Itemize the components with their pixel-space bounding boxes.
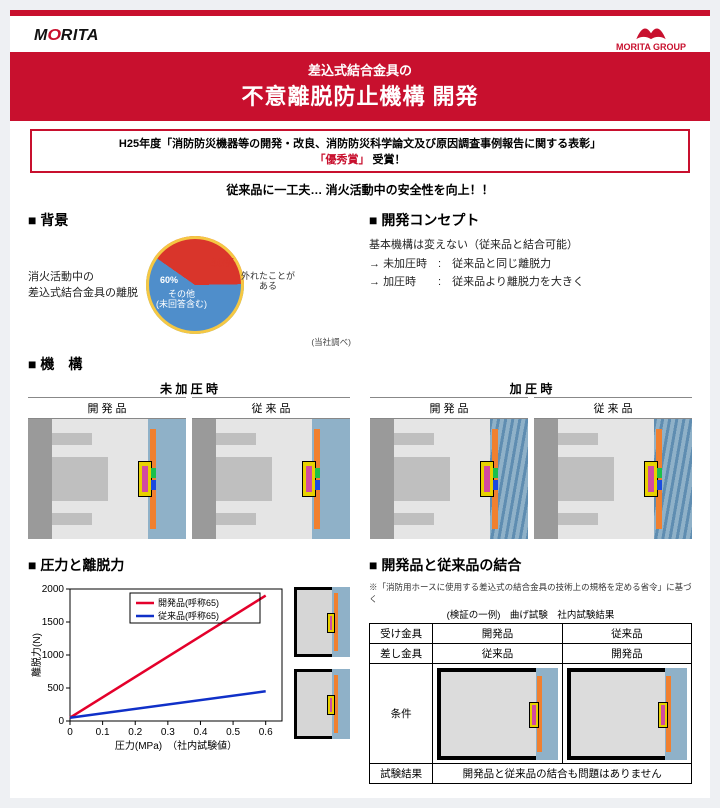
th-insert: 差し金具 xyxy=(370,644,433,664)
lead-text: 従来品に一工夫… 消火活動中の安全性を向上！！ xyxy=(10,181,710,198)
table-row: 条件 xyxy=(370,664,692,764)
pie-note: (当社調べ) xyxy=(28,336,351,348)
td-result: 開発品と従来品の結合も問題はありません xyxy=(433,764,692,784)
coupling-figure xyxy=(192,419,350,539)
svg-text:0.3: 0.3 xyxy=(161,727,175,738)
pie-slice-blue-pct: 60% xyxy=(160,276,178,286)
award-line1: H25年度「消防防災機器等の開発・改良、消防防災科学論文及び原因調査事例報告に関… xyxy=(119,138,601,150)
table-row: 差し金具 従来品 開発品 xyxy=(370,644,692,664)
logo-row: MORITA MORITA GROUP xyxy=(10,16,710,52)
comb-sub: (検証の一例) 曲げ試験 社内試験結果 xyxy=(369,607,692,621)
section-background: 背景 xyxy=(28,210,351,230)
section-force: 圧力と離脱力 xyxy=(28,555,351,575)
svg-text:0.6: 0.6 xyxy=(259,727,273,738)
combination-table: 受け金具 開発品 従来品 差し金具 従来品 開発品 条件 xyxy=(369,623,692,784)
coupling-figure xyxy=(28,419,186,539)
svg-text:従来品(呼称65): 従来品(呼称65) xyxy=(158,610,219,621)
morita-logo: MORITA xyxy=(34,27,99,45)
svg-text:0.4: 0.4 xyxy=(194,727,208,738)
svg-text:500: 500 xyxy=(47,683,64,694)
mech-head-unp: 未 加 圧 時 xyxy=(28,380,350,397)
pie-slice-red-pct: 40% xyxy=(210,256,236,270)
mech-unp-conv: 従 来 品 xyxy=(192,397,350,539)
chart-area: 0 500 1000 1500 2000 0 0.1 0.2 0.3 0.4 0.5 0.6 開発品(呼… xyxy=(28,581,351,751)
pie-slice-blue-sub: その他 (未回答含む) xyxy=(156,290,207,310)
th-dev: 開発品 xyxy=(433,624,562,644)
row-bg-concept: 背景 消火活動中の 差込式結合金具の離脱 40% 外れたことがある 60% その… xyxy=(28,204,692,348)
pie-chart: 40% 外れたことがある 60% その他 (未回答含む) xyxy=(146,236,244,334)
comb-note: ※「消防用ホースに使用する差込式の結合金具の技術上の規格を定める省令」に基づく xyxy=(369,581,692,605)
col-background: 背景 消火活動中の 差込式結合金具の離脱 40% 外れたことがある 60% その… xyxy=(28,204,351,348)
poster-page: MORITA MORITA GROUP 差込式結合金具の 不意離脱防止機構 開発… xyxy=(10,10,710,798)
group-label: MORITA GROUP xyxy=(616,42,686,52)
background-body: 消火活動中の 差込式結合金具の離脱 40% 外れたことがある 60% その他 (… xyxy=(28,236,351,334)
group-mark-icon xyxy=(616,20,686,42)
svg-text:0: 0 xyxy=(67,727,73,738)
concept-row-1: 加圧時 : 従来品より離脱力を大きく xyxy=(369,273,692,292)
mech-unpressurized: 未 加 圧 時 開 発 品 従 来 品 xyxy=(28,380,350,539)
mechanism-row: 未 加 圧 時 開 発 品 従 来 品 xyxy=(28,380,692,539)
thumb-dev xyxy=(294,587,350,657)
coupling-figure xyxy=(534,419,692,539)
th-recv: 受け金具 xyxy=(370,624,433,644)
mech-head-prs: 加 圧 時 xyxy=(370,380,692,397)
svg-text:1500: 1500 xyxy=(42,617,65,628)
svg-text:1000: 1000 xyxy=(42,650,65,661)
section-mechanism: 機 構 xyxy=(28,354,692,374)
section-combination: 開発品と従来品の結合 xyxy=(369,555,692,575)
content-area: 背景 消火活動中の 差込式結合金具の離脱 40% 外れたことがある 60% その… xyxy=(10,204,710,798)
table-row: 受け金具 開発品 従来品 xyxy=(370,624,692,644)
td-dev: 開発品 xyxy=(562,644,691,664)
svg-text:0.1: 0.1 xyxy=(96,727,110,738)
svg-text:開発品(呼称65): 開発品(呼称65) xyxy=(158,597,219,608)
svg-text:2000: 2000 xyxy=(42,584,65,595)
th-result: 試験結果 xyxy=(370,764,433,784)
concept-body: 基本機構は変えない（従来品と結合可能） 未加圧時 : 従来品と同じ離脱力 加圧時… xyxy=(369,236,692,292)
title-block: 差込式結合金具の 不意離脱防止機構 開発 xyxy=(10,52,710,121)
award-box: H25年度「消防防災機器等の開発・改良、消防防災科学論文及び原因調査事例報告に関… xyxy=(30,129,690,173)
svg-text:圧力(MPa) （社内試験値）: 圧力(MPa) （社内試験値） xyxy=(115,739,237,751)
th-conv: 従来品 xyxy=(562,624,691,644)
mech-prs-conv: 従 来 品 xyxy=(534,397,692,539)
mech-pressurized: 加 圧 時 開 発 品 従 来 品 xyxy=(370,380,692,539)
col-combination: 開発品と従来品の結合 ※「消防用ホースに使用する差込式の結合金具の技術上の規格を… xyxy=(369,549,692,784)
title-sub: 差込式結合金具の xyxy=(10,60,710,79)
svg-text:0.5: 0.5 xyxy=(226,727,240,738)
table-row: 試験結果 開発品と従来品の結合も問題はありません xyxy=(370,764,692,784)
td-conv: 従来品 xyxy=(433,644,562,664)
mech-prs-dev: 開 発 品 xyxy=(370,397,528,539)
award-prize: 「優秀賞」 xyxy=(314,154,369,166)
thumb-conv xyxy=(294,669,350,739)
pie-slice-red-sub: 外れたことがある xyxy=(238,272,298,292)
mech-unp-dev: 開 発 品 xyxy=(28,397,186,539)
line-chart: 0 500 1000 1500 2000 0 0.1 0.2 0.3 0.4 0.5 0.6 開発品(呼… xyxy=(28,581,288,751)
award-suffix: 受賞！ xyxy=(373,154,406,166)
col-concept: 開発コンセプト 基本機構は変えない（従来品と結合可能） 未加圧時 : 従来品と同… xyxy=(369,204,692,348)
morita-group-logo: MORITA GROUP xyxy=(616,20,686,52)
svg-text:0.2: 0.2 xyxy=(128,727,142,738)
concept-row-0: 未加圧時 : 従来品と同じ離脱力 xyxy=(369,255,692,274)
chart-thumbnails xyxy=(294,587,350,751)
svg-text:0: 0 xyxy=(58,716,64,727)
background-text: 消火活動中の 差込式結合金具の離脱 xyxy=(28,269,138,302)
cond-fig-cell xyxy=(433,664,562,764)
concept-head: 基本機構は変えない（従来品と結合可能） xyxy=(369,236,692,255)
col-chart: 圧力と離脱力 050010001500200000.10.20.30.40.50… xyxy=(28,549,351,784)
coupling-figure xyxy=(370,419,528,539)
title-main: 不意離脱防止機構 開発 xyxy=(10,79,710,111)
cond-fig-cell xyxy=(562,664,691,764)
section-concept: 開発コンセプト xyxy=(369,210,692,230)
svg-text:離脱力(N): 離脱力(N) xyxy=(30,633,43,677)
row-chart-comb: 圧力と離脱力 050010001500200000.10.20.30.40.50… xyxy=(28,549,692,784)
th-cond: 条件 xyxy=(370,664,433,764)
